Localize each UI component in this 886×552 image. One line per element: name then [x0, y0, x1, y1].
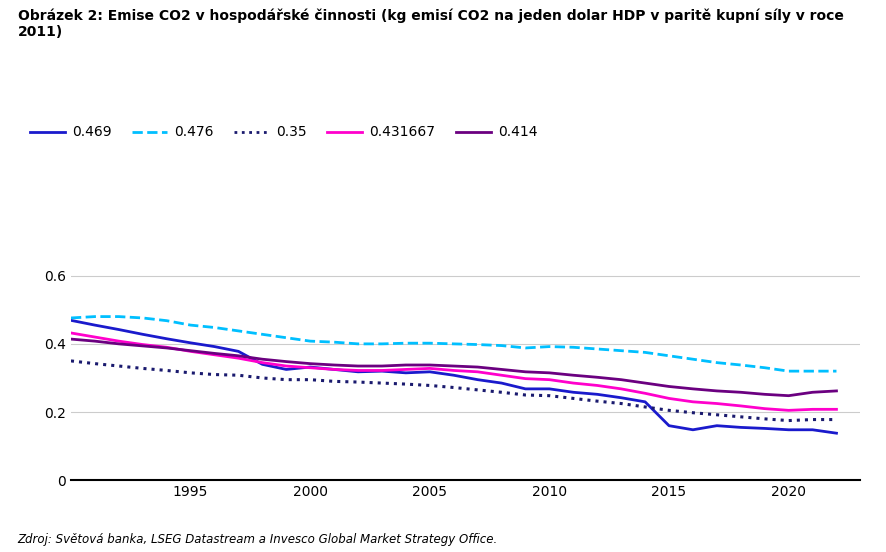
Legend: 0.469, 0.476, 0.35, 0.431667, 0.414: 0.469, 0.476, 0.35, 0.431667, 0.414	[25, 120, 542, 145]
Text: 2011): 2011)	[18, 25, 63, 39]
Text: Zdroj: Světová banka, LSEG Datastream a Invesco Global Market Strategy Office.: Zdroj: Světová banka, LSEG Datastream a …	[18, 533, 497, 546]
Text: Obrázek 2: Emise CO2 v hospodářské činnosti (kg emisí CO2 na jeden dolar HDP v p: Obrázek 2: Emise CO2 v hospodářské činno…	[18, 8, 843, 23]
